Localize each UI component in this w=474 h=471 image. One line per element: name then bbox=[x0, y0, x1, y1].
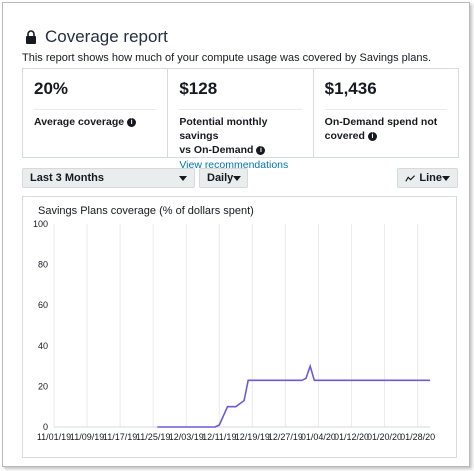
report-description: This report shows how much of your compu… bbox=[22, 52, 432, 64]
time-range-value: Last 3 Months bbox=[30, 172, 104, 184]
info-icon[interactable]: i bbox=[256, 145, 266, 155]
kpi-label: Potential monthly savings vs On-Demand i bbox=[179, 116, 268, 156]
kpi-divider bbox=[179, 109, 302, 110]
kpi-label: Average coverage i bbox=[34, 115, 156, 129]
kpi-divider bbox=[34, 109, 157, 110]
granularity-dropdown[interactable]: Daily bbox=[199, 168, 248, 188]
chevron-down-icon bbox=[179, 175, 187, 181]
info-icon[interactable]: i bbox=[127, 117, 137, 127]
kpi-label: On-Demand spend not covered i bbox=[324, 116, 438, 142]
kpi-average-coverage: 20% Average coverage i bbox=[23, 69, 167, 157]
chart-title: Savings Plans coverage (% of dollars spe… bbox=[38, 205, 254, 217]
kpi-value: 20% bbox=[34, 79, 69, 98]
lock-icon bbox=[26, 30, 36, 44]
info-icon[interactable]: i bbox=[367, 131, 377, 141]
kpi-divider bbox=[324, 109, 447, 110]
coverage-chart-panel: Savings Plans coverage (% of dollars spe… bbox=[22, 196, 457, 458]
line-chart-icon bbox=[405, 174, 415, 182]
time-range-dropdown[interactable]: Last 3 Months bbox=[22, 168, 195, 188]
chart-type-value: Line bbox=[419, 172, 442, 184]
kpi-on-demand-spend: $1,436 On-Demand spend not covered i bbox=[312, 69, 458, 157]
page-title: Coverage report bbox=[25, 25, 168, 49]
chart-type-dropdown[interactable]: Line bbox=[397, 168, 458, 188]
chevron-down-icon bbox=[442, 175, 450, 181]
page-title-text: Coverage report bbox=[45, 27, 168, 46]
kpi-value: $1,436 bbox=[324, 79, 377, 98]
kpi-potential-savings: $128 Potential monthly savings vs On-Dem… bbox=[167, 69, 312, 171]
kpi-summary: 20% Average coverage i $128 Potential mon… bbox=[22, 68, 459, 171]
chevron-down-icon bbox=[233, 175, 242, 181]
kpi-value: $128 bbox=[179, 79, 218, 98]
granularity-value: Daily bbox=[207, 172, 234, 184]
